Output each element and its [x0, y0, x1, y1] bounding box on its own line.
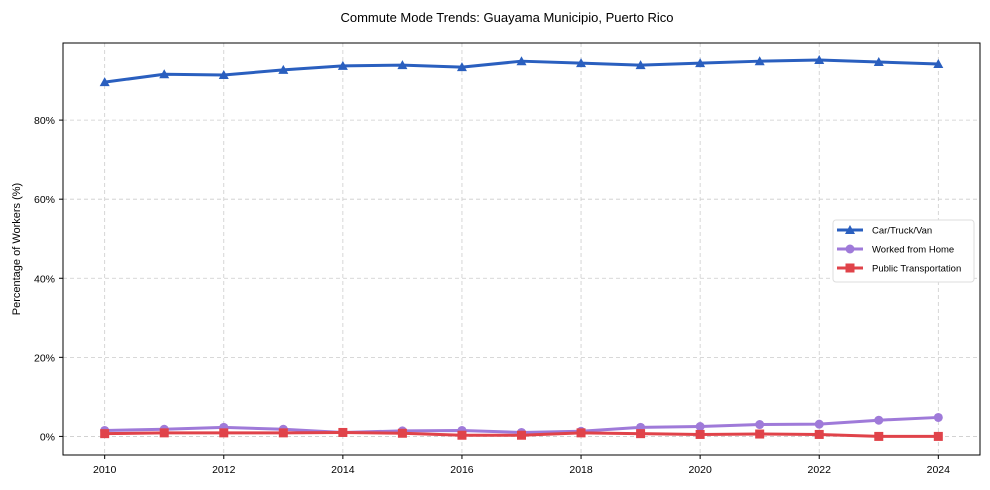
data-point-car-truck-van	[576, 58, 587, 68]
data-point-public-transportation	[576, 428, 586, 438]
data-point-worked-from-home	[695, 422, 705, 432]
legend-marker-car-truck-van	[845, 225, 855, 234]
data-point-car-truck-van	[278, 64, 289, 74]
y-tick-label: 20%	[34, 352, 55, 364]
data-point-public-transportation	[814, 429, 824, 439]
y-tick-label: 40%	[34, 273, 55, 285]
data-point-public-transportation	[457, 430, 467, 440]
data-point-car-truck-van	[754, 56, 765, 66]
data-point-public-transportation	[695, 429, 705, 439]
y-axis-label: Percentage of Workers (%)	[11, 183, 23, 315]
data-point-car-truck-van	[456, 62, 467, 72]
x-tick-label: 2010	[93, 464, 117, 476]
legend-marker-worked-from-home	[845, 244, 855, 254]
x-tick-label: 2018	[569, 464, 593, 476]
data-point-car-truck-van	[933, 58, 944, 68]
data-point-car-truck-van	[695, 58, 706, 68]
data-point-public-transportation	[397, 428, 407, 438]
legend-label-worked-from-home: Worked from Home	[872, 245, 954, 256]
legend-label-public-transportation: Public Transportation	[872, 264, 961, 275]
data-point-worked-from-home	[933, 412, 943, 422]
data-point-public-transportation	[933, 431, 943, 441]
data-point-car-truck-van	[635, 60, 646, 70]
data-point-car-truck-van	[159, 69, 170, 79]
legend-marker-public-transportation	[845, 263, 855, 273]
data-point-car-truck-van	[873, 56, 884, 66]
data-point-car-truck-van	[516, 56, 527, 66]
plot-frame	[62, 42, 981, 456]
data-point-car-truck-van	[814, 55, 825, 65]
data-point-public-transportation	[219, 428, 229, 438]
data-point-public-transportation	[278, 428, 288, 438]
data-point-public-transportation	[636, 429, 646, 439]
data-point-car-truck-van	[337, 60, 348, 70]
legend-box	[832, 219, 975, 283]
y-tick-label: 80%	[34, 115, 55, 127]
data-point-car-truck-van	[218, 70, 229, 80]
chart-title: Commute Mode Trends: Guayama Municipio, …	[340, 10, 673, 25]
y-tick-label: 60%	[34, 194, 55, 206]
data-point-worked-from-home	[814, 419, 824, 429]
x-tick-label: 2020	[688, 464, 712, 476]
x-tick-label: 2024	[927, 464, 951, 476]
data-point-public-transportation	[159, 428, 169, 438]
data-point-public-transportation	[338, 427, 348, 437]
data-point-car-truck-van	[397, 60, 408, 70]
data-point-public-transportation	[100, 429, 110, 439]
x-tick-label: 2016	[450, 464, 474, 476]
data-point-public-transportation	[517, 430, 526, 440]
data-point-car-truck-van	[99, 77, 110, 87]
data-point-public-transportation	[874, 431, 884, 441]
legend-label-car-truck-van: Car/Truck/Van	[872, 226, 932, 237]
data-point-public-transportation	[755, 429, 765, 439]
data-point-worked-from-home	[755, 420, 765, 430]
data-point-worked-from-home	[874, 415, 884, 425]
y-tick-label: 0%	[40, 431, 55, 443]
x-tick-label: 2022	[808, 464, 832, 476]
legend: Car/Truck/Van Worked from Home Public Tran…	[832, 219, 975, 283]
x-tick-label: 2014	[331, 464, 355, 476]
x-tick-label: 2012	[212, 464, 236, 476]
